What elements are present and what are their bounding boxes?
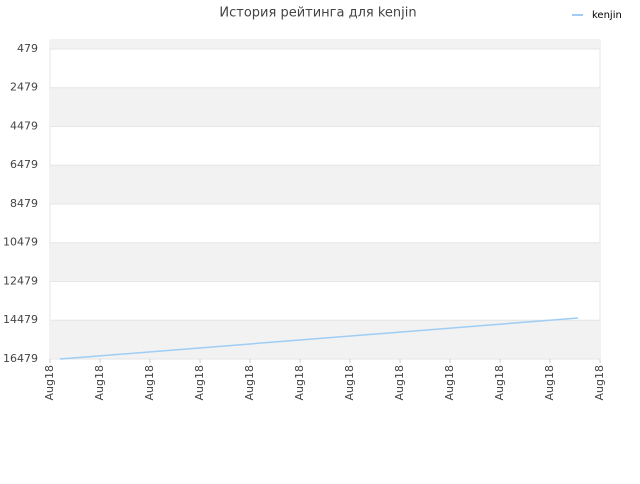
x-tick-label: Aug18 — [493, 365, 506, 400]
x-tick-label: Aug18 — [343, 365, 356, 400]
legend-label: kenjin — [592, 10, 622, 21]
y-tick-label: 14479 — [3, 313, 38, 326]
x-tick-label: Aug18 — [143, 365, 156, 400]
x-tick-label: Aug18 — [543, 365, 556, 400]
y-tick-label: 6479 — [10, 158, 38, 171]
y-tick-label: 2479 — [10, 81, 38, 94]
x-tick-label: Aug18 — [293, 365, 306, 400]
x-tick-label: Aug18 — [43, 365, 56, 400]
band — [50, 87, 600, 127]
line — [59, 317, 579, 360]
y-tick-label: 16479 — [3, 352, 38, 365]
y-tick-label: 479 — [17, 42, 38, 55]
x-tick-label: Aug18 — [93, 365, 106, 400]
band — [50, 165, 600, 204]
y-tick-label: 12479 — [3, 274, 38, 287]
y-tick-label: 10479 — [3, 236, 38, 249]
x-tick-label: Aug18 — [193, 365, 206, 400]
band — [50, 40, 600, 49]
y-tick-label: 8479 — [10, 197, 38, 210]
x-tick-label: Aug18 — [243, 365, 256, 400]
x-tick-label: Aug18 — [443, 365, 456, 400]
chart-title: История рейтинга для kenjin — [219, 6, 416, 21]
band — [50, 242, 600, 282]
y-tick-label: 4479 — [10, 119, 38, 132]
x-tick-label: Aug18 — [593, 365, 606, 400]
x-tick-label: Aug18 — [393, 365, 406, 400]
